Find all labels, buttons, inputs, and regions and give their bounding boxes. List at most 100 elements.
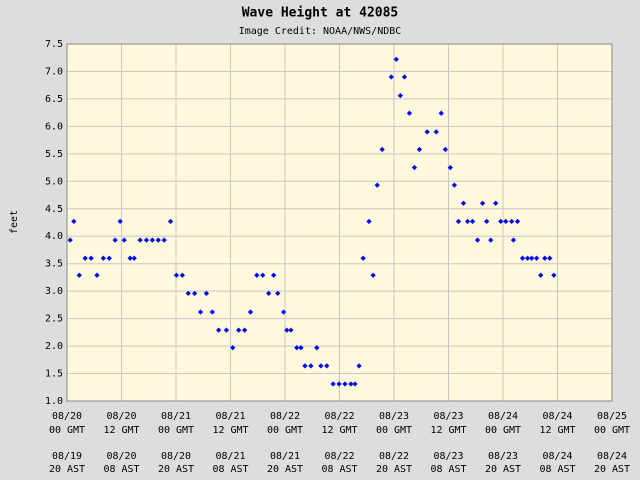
x-tick-date: 08/24: [488, 411, 518, 422]
data-point: [323, 362, 330, 369]
x-local-time: 20 AST: [485, 464, 521, 475]
y-tick-label: 2.5: [45, 314, 63, 325]
x-local-date: 08/19: [52, 451, 82, 462]
x-local-date: 08/24: [542, 451, 572, 462]
data-point: [424, 129, 431, 135]
data-point: [280, 309, 287, 315]
x-local-time: 08 AST: [212, 464, 248, 475]
y-tick-label: 3.5: [45, 259, 63, 270]
x-tick-date: 08/20: [106, 411, 136, 422]
data-point: [411, 164, 418, 171]
x-tick-time: 00 GMT: [594, 425, 630, 436]
data-point: [497, 218, 504, 225]
x-tick-time: 12 GMT: [103, 425, 139, 436]
x-local-date: 08/20: [161, 451, 191, 462]
x-tick-time: 12 GMT: [539, 425, 575, 436]
y-tick-label: 2.0: [45, 341, 63, 352]
data-point: [302, 362, 308, 369]
data-point: [356, 362, 362, 369]
data-point: [308, 362, 314, 369]
data-point: [179, 272, 186, 279]
data-point: [508, 218, 515, 225]
data-point: [298, 344, 304, 351]
data-point: [366, 218, 372, 225]
y-tick-label: 1.0: [45, 396, 63, 407]
data-point: [451, 182, 458, 189]
data-point: [352, 381, 358, 387]
x-local-date: 08/22: [379, 451, 409, 462]
data-point: [342, 381, 348, 387]
x-tick-date: 08/20: [52, 411, 82, 422]
x-tick-date: 08/21: [161, 411, 191, 422]
data-point: [293, 344, 300, 351]
x-tick-date: 08/22: [270, 411, 300, 422]
y-tick-label: 7.0: [45, 66, 63, 77]
data-point: [348, 381, 354, 387]
y-tick-label: 4.0: [45, 231, 63, 242]
data-point: [82, 255, 89, 262]
x-tick-date: 08/23: [379, 411, 409, 422]
data-point: [464, 218, 471, 225]
y-tick-label: 6.0: [45, 121, 63, 132]
data-point: [318, 362, 324, 369]
data-point: [479, 200, 486, 207]
x-tick-time: 12 GMT: [321, 425, 357, 436]
data-point: [167, 218, 174, 225]
x-tick-time: 12 GMT: [430, 425, 466, 436]
y-tick-label: 4.5: [45, 204, 63, 215]
y-tick-label: 7.5: [45, 39, 63, 50]
data-point: [492, 200, 499, 207]
data-point: [524, 255, 531, 262]
y-tick-label: 5.0: [45, 176, 63, 187]
data-point: [447, 164, 454, 171]
data-point: [100, 255, 107, 262]
data-point: [76, 272, 83, 279]
y-tick-label: 1.5: [45, 369, 63, 380]
x-local-date: 08/20: [106, 451, 136, 462]
data-point: [197, 309, 204, 315]
x-tick-time: 00 GMT: [485, 425, 521, 436]
x-tick-time: 00 GMT: [267, 425, 303, 436]
x-local-time: 20 AST: [376, 464, 412, 475]
data-point: [274, 290, 281, 297]
plot-frame: [66, 43, 613, 402]
subtitle: Image Credit: NOAA/NWS/NDBC: [239, 26, 402, 37]
x-local-time: 20 AST: [594, 464, 630, 475]
y-tick-label: 6.5: [45, 94, 63, 105]
data-point: [70, 218, 77, 225]
data-point: [528, 255, 535, 262]
data-point: [313, 344, 320, 351]
data-point: [288, 327, 294, 334]
data-point: [161, 237, 168, 243]
x-local-time: 08 AST: [103, 464, 139, 475]
data-point: [270, 272, 277, 279]
data-point: [215, 327, 222, 334]
data-point: [374, 182, 381, 189]
x-tick-date: 08/24: [542, 411, 572, 422]
data-point: [514, 218, 521, 225]
data-point: [393, 56, 400, 63]
y-tick-label: 3.0: [45, 286, 63, 297]
data-point: [67, 237, 74, 243]
data-point: [241, 327, 248, 334]
data-point: [487, 237, 494, 243]
data-point: [173, 272, 180, 279]
data-point: [546, 255, 553, 262]
data-point: [474, 237, 481, 243]
data-point: [106, 255, 113, 262]
x-local-date: 08/23: [433, 451, 463, 462]
data-point: [502, 218, 509, 225]
data-point: [533, 255, 540, 262]
x-tick-time: 12 GMT: [212, 425, 248, 436]
data-point: [121, 237, 128, 243]
x-local-time: 08 AST: [321, 464, 357, 475]
data-point: [379, 146, 386, 153]
data-point: [117, 218, 123, 225]
x-local-time: 08 AST: [539, 464, 575, 475]
data-point: [519, 255, 526, 262]
data-point: [247, 309, 254, 315]
y-tick-label: 5.5: [45, 149, 63, 160]
data-point: [191, 290, 198, 297]
data-point: [537, 272, 544, 279]
